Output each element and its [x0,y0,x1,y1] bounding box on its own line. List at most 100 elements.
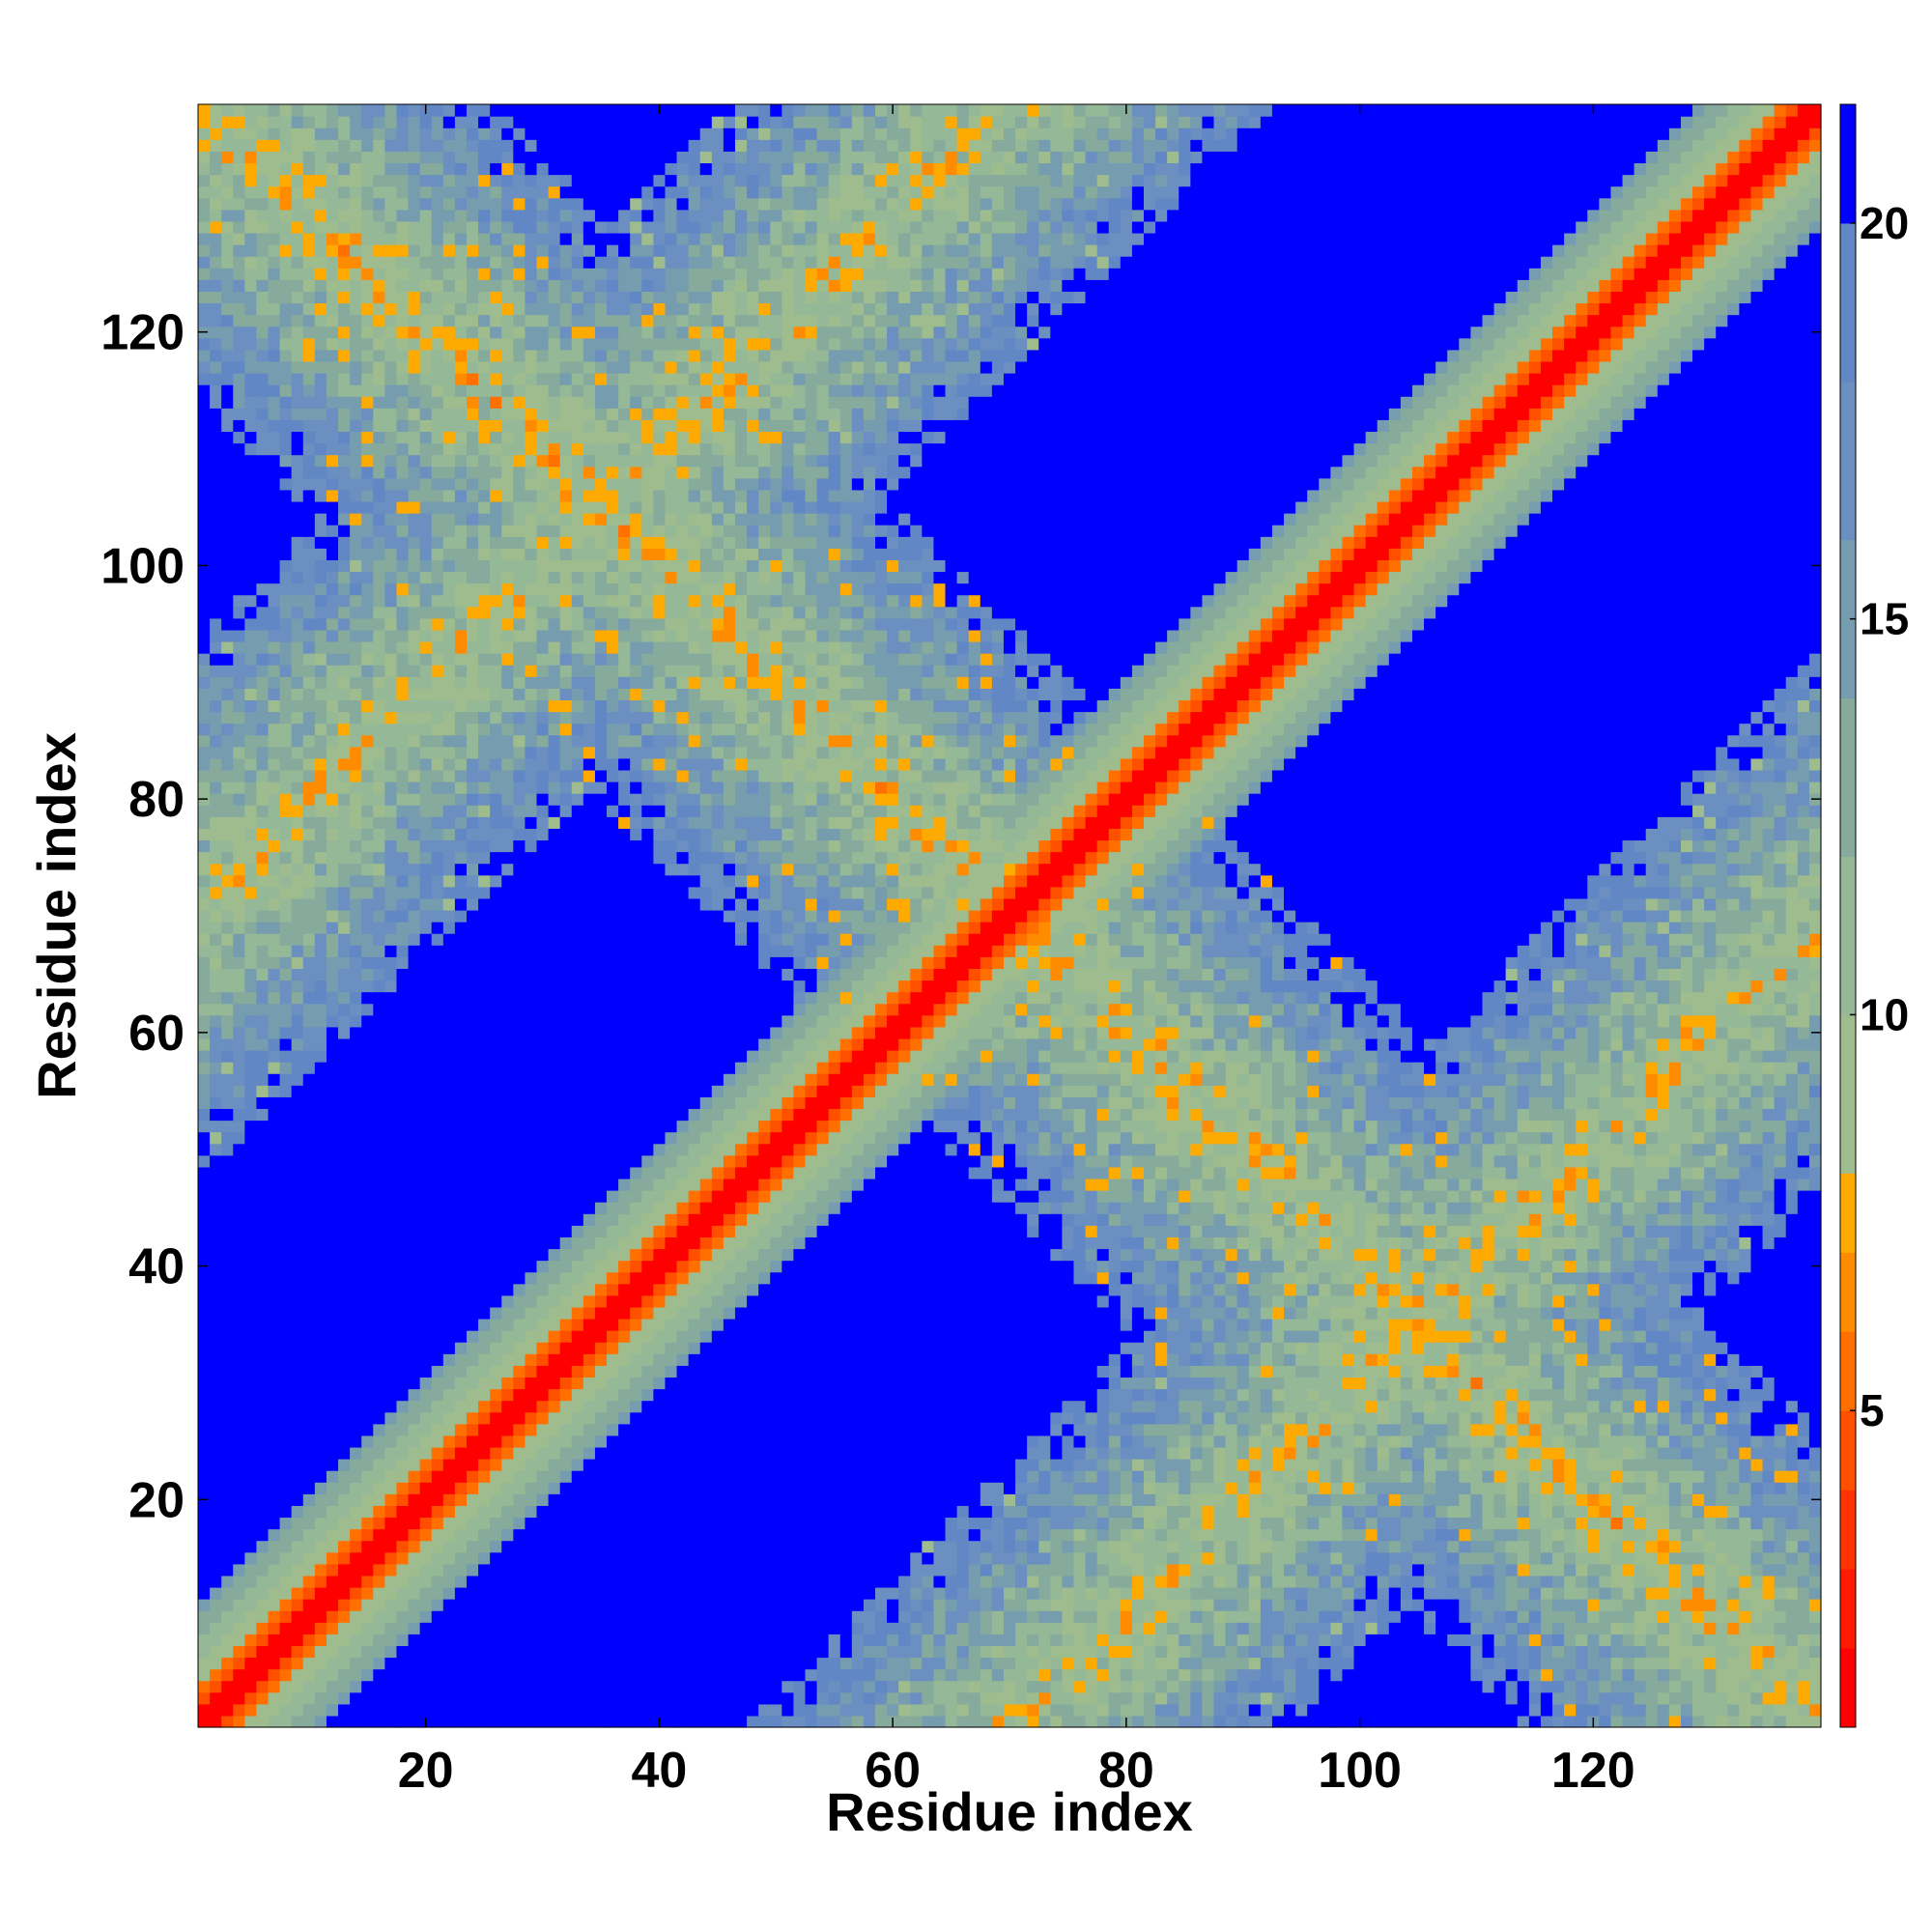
heatmap-cell [525,1330,538,1343]
heatmap-cell [1739,1505,1752,1519]
heatmap-cell [1447,1703,1460,1717]
heatmap-cell [1424,1634,1436,1646]
heatmap-cell [991,1691,1005,1705]
heatmap-cell [1050,1505,1063,1519]
heatmap-cell [1190,1482,1204,1494]
heatmap-cell [384,1715,398,1728]
heatmap-cell [1213,1470,1227,1483]
heatmap-cell [734,1388,748,1402]
heatmap-cell [723,1575,736,1588]
heatmap-cell [1330,1715,1344,1728]
heatmap-cell [210,1575,222,1588]
heatmap-cell [1003,1482,1016,1494]
heatmap-cell [1762,1505,1776,1519]
heatmap-cell [1482,1715,1495,1728]
heatmap-cell [1179,1342,1191,1354]
heatmap-cell [747,1586,759,1600]
heatmap-cell [839,1668,853,1682]
heatmap-cell [887,1528,899,1542]
heatmap-cell [1190,1528,1204,1542]
heatmap-cell [607,1423,619,1436]
heatmap-cell [910,1551,923,1565]
heatmap-cell [1610,1470,1624,1483]
heatmap-cell [1470,1645,1484,1659]
heatmap-cell [688,1551,701,1565]
heatmap-cell [1634,1575,1647,1588]
heatmap-cell [1634,1668,1647,1682]
heatmap-cell [1167,1645,1179,1659]
heatmap-cell [1400,1680,1413,1693]
heatmap-cell [536,1365,550,1378]
heatmap-cell [747,1365,759,1378]
heatmap-cell [933,1517,947,1530]
heatmap-cell [980,1423,993,1436]
heatmap-cell [1739,1342,1752,1354]
heatmap-cell [1108,1493,1122,1506]
heatmap-cell [851,1505,865,1519]
heatmap-cell [851,1306,865,1320]
heatmap-cell [1167,1703,1179,1717]
heatmap-cell [641,1575,654,1588]
heatmap-cell [408,1377,421,1390]
heatmap-cell [1692,1318,1705,1331]
heatmap-cell [1295,1400,1308,1413]
heatmap-cell [1587,1470,1600,1483]
heatmap-cell [875,1599,888,1611]
heatmap-cell [1155,1622,1168,1634]
heatmap-cell [828,1470,841,1483]
heatmap-cell [1050,1446,1063,1460]
heatmap-cell [373,1342,385,1354]
heatmap-cell [805,1411,818,1425]
heatmap-cell [314,1446,327,1460]
heatmap-cell [1388,1551,1402,1565]
heatmap-cell [594,1446,608,1460]
heatmap-cell [1739,1575,1752,1588]
heatmap-cell [747,1400,759,1413]
heatmap-cell [747,1411,759,1425]
heatmap-cell [1096,1680,1110,1693]
heatmap-cell [653,1400,667,1413]
heatmap-cell [1774,1563,1787,1577]
heatmap-cell [1353,1446,1367,1460]
heatmap-cell [1645,1353,1659,1366]
heatmap-cell [630,1622,642,1634]
heatmap-cell [1190,1715,1204,1728]
heatmap-cell [1120,1446,1133,1460]
heatmap-cell [1645,1703,1659,1717]
heatmap-cell [1540,1411,1553,1425]
heatmap-cell [1540,1575,1553,1588]
heatmap-cell [256,1517,270,1530]
heatmap-cell [770,1680,782,1693]
heatmap-cell [396,1645,410,1659]
heatmap-cell [1797,1528,1810,1542]
heatmap-cell [828,1691,841,1705]
heatmap-cell [1213,1563,1227,1577]
heatmap-cell [1716,1634,1728,1646]
heatmap-cell [980,1551,993,1565]
heatmap-cell [513,1540,526,1553]
heatmap-cell [1564,1599,1577,1611]
heatmap-cell [1657,1435,1670,1448]
heatmap-cell [945,1540,958,1553]
heatmap-cell [1096,1411,1110,1425]
heatmap-cell [1762,1691,1776,1705]
heatmap-cell [1634,1622,1647,1634]
heatmap-cell [1260,1551,1273,1565]
heatmap-cell [478,1563,491,1577]
heatmap-cell [1003,1493,1016,1506]
heatmap-cell [1470,1528,1484,1542]
heatmap-cell [1692,1411,1705,1425]
heatmap-cell [676,1645,690,1659]
heatmap-cell [922,1586,935,1600]
heatmap-cell [1365,1330,1378,1343]
heatmap-cell [1015,1342,1028,1354]
heatmap-cell [419,1446,433,1460]
heatmap-cell [431,1388,444,1402]
heatmap-cell [781,1482,795,1494]
heatmap-cell [956,1703,970,1717]
heatmap-cell [1482,1691,1495,1705]
heatmap-cell [723,1365,736,1378]
heatmap-cell [1470,1680,1484,1693]
heatmap-cell [1003,1575,1016,1588]
heatmap-cell [688,1388,701,1402]
